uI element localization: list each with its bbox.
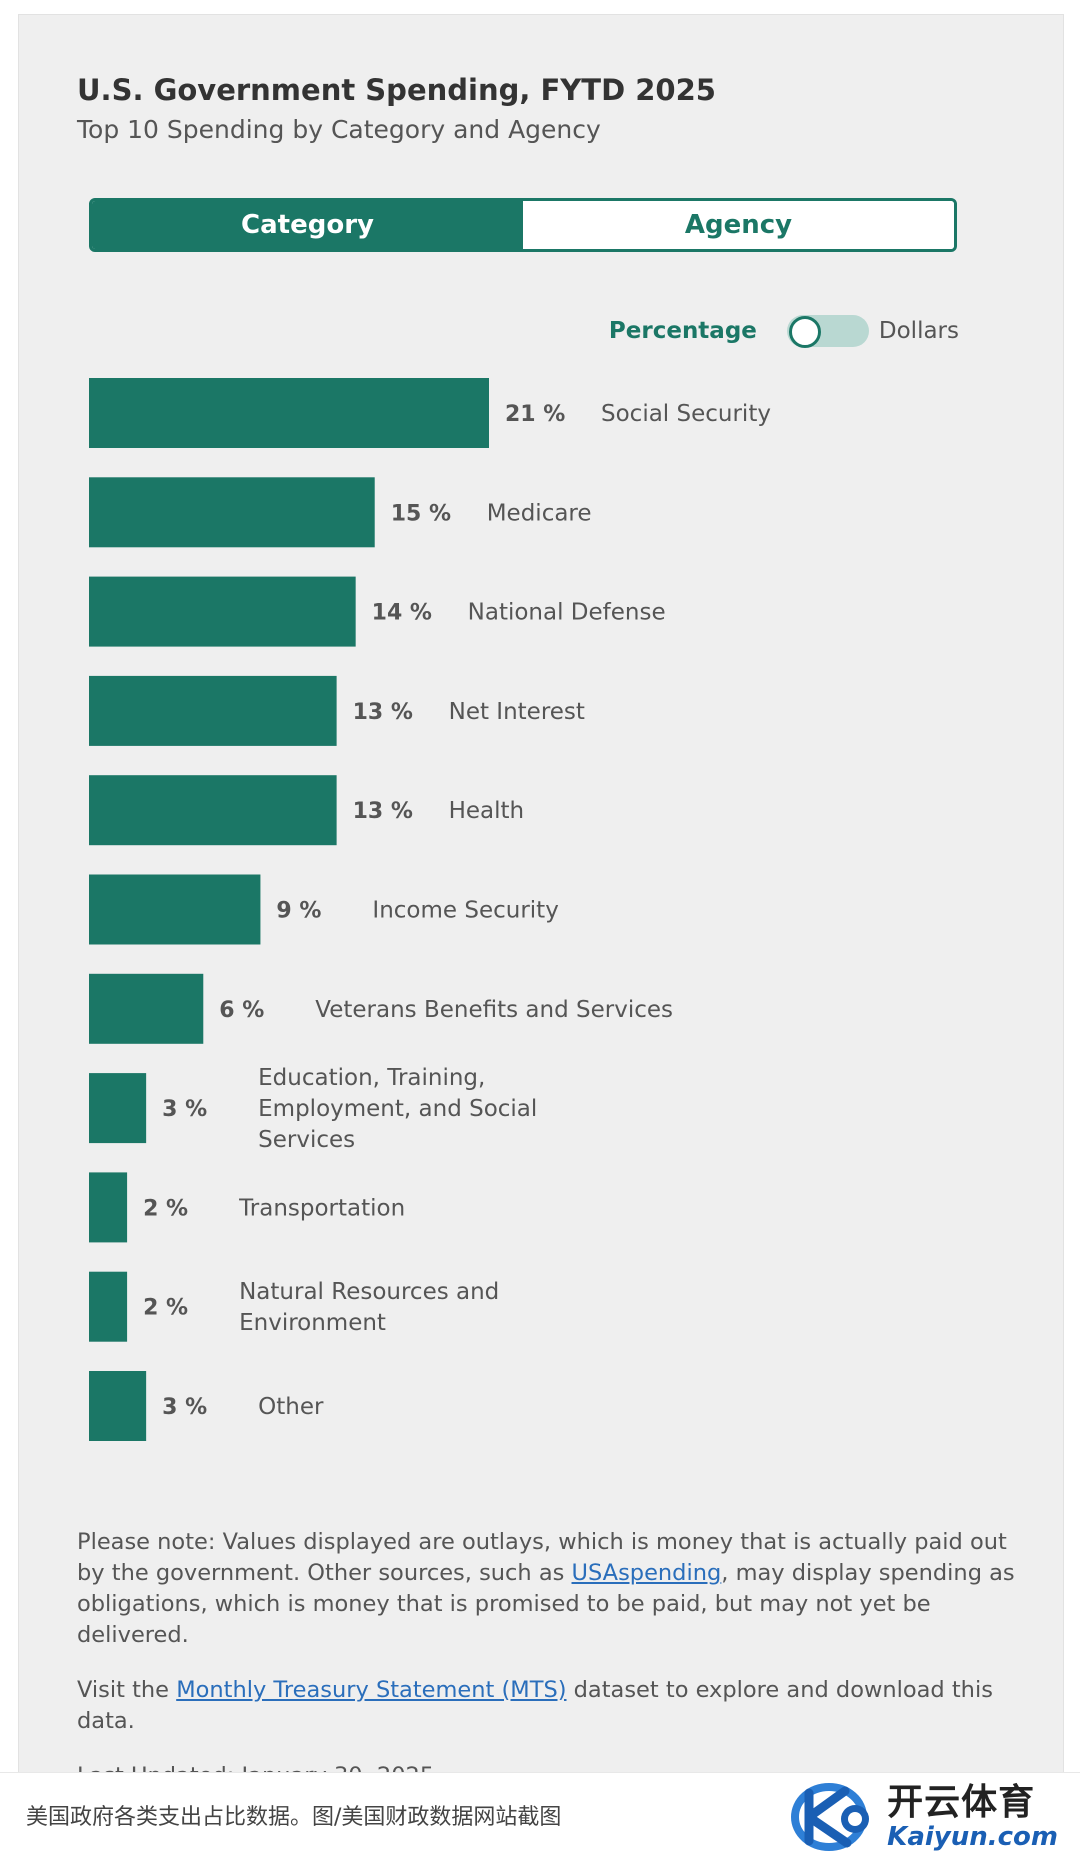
bar-1 — [89, 477, 375, 548]
toggle-label-percentage[interactable]: Percentage — [608, 318, 757, 344]
chart-card: U.S. Government Spending, FYTD 2025 Top … — [18, 14, 1064, 1789]
bar-category-label-4: Health — [449, 798, 525, 824]
bar-category-label-7: Education, Training, Employment, and Soci… — [258, 1065, 537, 1153]
mts-link[interactable]: Monthly Treasury Statement (MTS) — [176, 1677, 567, 1703]
bar-category-label-6: Veterans Benefits and Services — [315, 997, 673, 1023]
bar-8 — [89, 1172, 128, 1243]
visit-note: Visit the Monthly Treasury Statement (MT… — [77, 1675, 1037, 1737]
bar-category-label-0: Social Security — [601, 401, 771, 427]
bar-category-label-1: Medicare — [487, 500, 592, 526]
visit-prefix: Visit the — [77, 1677, 177, 1703]
bar-value-label-5: 9 % — [276, 899, 321, 924]
notes-section: Please note: Values displayed are outlay… — [77, 1527, 1037, 1816]
bar-0 — [89, 378, 489, 448]
unit-toggle-switch[interactable] — [786, 315, 869, 348]
toggle-label-dollars[interactable]: Dollars — [878, 318, 959, 344]
bar-value-label-10: 3 % — [162, 1395, 207, 1420]
bar-chart: 21 % Social Security 15 % Medicare 14 % Natio… — [89, 378, 771, 1441]
bar-category-label-9: Natural Resources and Environment — [239, 1279, 499, 1336]
kaiyun-logo-icon — [791, 1783, 870, 1851]
bar-3 — [89, 675, 337, 746]
watermark-cn: 开云体育 — [887, 1782, 1036, 1823]
bar-category-label-3: Net Interest — [449, 699, 585, 725]
bar-value-label-4: 13 % — [353, 799, 413, 824]
outlays-note: Please note: Values displayed are outlay… — [77, 1527, 1037, 1651]
bar-category-label-5: Income Security — [372, 898, 558, 924]
visit-suffix: dataset to explore and download this dat… — [77, 1677, 993, 1734]
watermark-en: Kaiyun.com — [887, 1822, 1058, 1852]
bar-category-label-10: Other — [258, 1394, 324, 1420]
caption-bar: 美国政府各类支出占比数据。图/美国财政数据网站截图 开云体育 Kaiyun.co… — [0, 1772, 1080, 1861]
bar-category-label-8: Transportation — [238, 1195, 405, 1221]
bar-value-label-2: 14 % — [372, 601, 432, 626]
bar-7 — [89, 1073, 147, 1144]
view-tabs: Category Agency — [89, 198, 957, 252]
usaspending-link[interactable]: USAspending — [571, 1560, 722, 1586]
bar-category-label-2: National Defense — [468, 600, 666, 626]
bar-10 — [89, 1371, 147, 1441]
note-suffix: , may display spending as obligations, w… — [77, 1560, 1015, 1648]
chart-subtitle: Top 10 Spending by Category and Agency — [77, 115, 601, 144]
bar-value-label-1: 15 % — [391, 501, 451, 526]
bar-2 — [89, 576, 356, 647]
bar-value-label-8: 2 % — [143, 1196, 188, 1221]
chart-title: U.S. Government Spending, FYTD 2025 — [77, 73, 716, 107]
image-caption: 美国政府各类支出占比数据。图/美国财政数据网站截图 — [26, 1805, 562, 1830]
bar-9 — [89, 1271, 128, 1342]
watermark: 开云体育 Kaiyun.com — [789, 1781, 1058, 1853]
note-prefix: Please note: Values displayed are outlay… — [77, 1529, 1007, 1586]
unit-toggle-row: Percentage Dollars — [608, 315, 959, 348]
bar-6 — [89, 973, 204, 1044]
watermark-text: 开云体育 Kaiyun.com — [887, 1782, 1058, 1852]
tab-agency[interactable]: Agency — [523, 201, 954, 249]
bar-value-label-9: 2 % — [143, 1296, 188, 1321]
bar-value-label-6: 6 % — [219, 998, 264, 1023]
bar-value-label-3: 13 % — [353, 700, 413, 725]
tab-category[interactable]: Category — [92, 201, 523, 249]
bar-4 — [89, 775, 337, 846]
bar-value-label-7: 3 % — [162, 1097, 207, 1122]
bar-5 — [89, 874, 261, 945]
toggle-knob[interactable] — [788, 316, 821, 348]
bar-value-label-0: 21 % — [505, 402, 565, 427]
